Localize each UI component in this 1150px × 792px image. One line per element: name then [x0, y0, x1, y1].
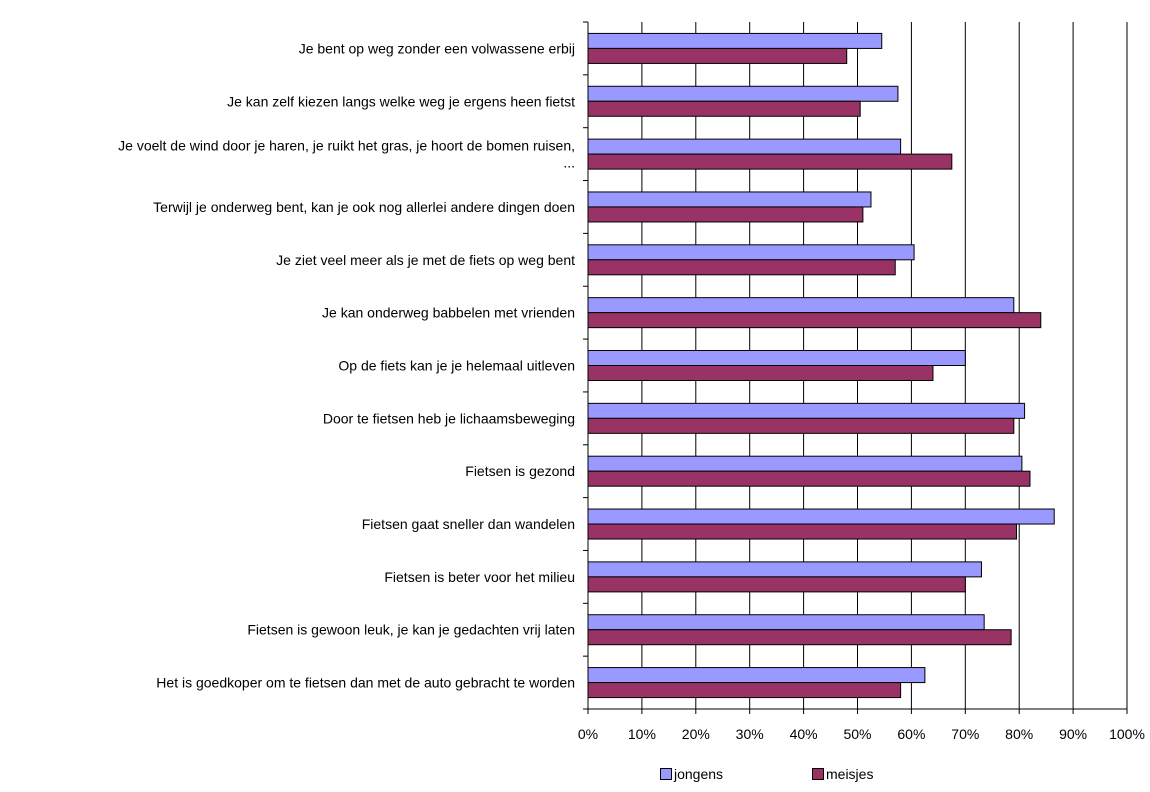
bar-meisjes: [587, 206, 864, 223]
legend-swatch-meisjes: [812, 768, 824, 780]
x-tick-label: 70%: [951, 726, 979, 742]
legend-label-jongens: jongens: [674, 766, 724, 782]
bar-meisjes: [587, 417, 1015, 434]
bar-meisjes: [587, 47, 848, 64]
bar-jongens: [587, 138, 902, 155]
bar-meisjes: [587, 100, 861, 117]
bar-jongens: [587, 614, 985, 631]
category-label: Je ziet veel meer als je met de fiets op…: [276, 252, 575, 268]
bar-meisjes: [587, 523, 1018, 540]
bar-jongens: [587, 508, 1055, 525]
x-tick-label: 10%: [628, 726, 656, 742]
legend-item-meisjes: meisjes: [812, 766, 873, 782]
category-label: Het is goedkoper om te fietsen dan met d…: [156, 675, 575, 691]
bar-meisjes: [587, 153, 953, 170]
bar-jongens: [587, 85, 899, 102]
bar-jongens: [587, 561, 982, 578]
bar-meisjes: [587, 365, 934, 381]
x-tick-label: 20%: [682, 726, 710, 742]
bar-jongens: [587, 667, 926, 684]
bar-jongens: [587, 32, 883, 49]
bar-jongens: [587, 350, 966, 366]
bar-jongens: [587, 402, 1026, 419]
bar-jongens: [587, 297, 1015, 314]
bar-meisjes: [587, 629, 1012, 646]
category-label: Je voelt de wind door je haren, je ruikt…: [118, 138, 575, 154]
category-label: ...: [563, 155, 575, 171]
bar-jongens: [587, 455, 1023, 472]
legend-item-jongens: jongens: [660, 766, 723, 782]
category-label: Je kan onderweg babbelen met vrienden: [322, 305, 575, 321]
category-label: Fietsen is beter voor het milieu: [384, 569, 575, 585]
bar-jongens: [587, 244, 915, 261]
legend: jongens meisjes: [0, 766, 1150, 786]
bar-jongens: [587, 191, 872, 208]
x-tick-label: 100%: [1109, 726, 1145, 742]
x-tick-label: 0%: [578, 726, 598, 742]
x-tick-label: 60%: [897, 726, 925, 742]
category-label: Op de fiets kan je je helemaal uitleven: [338, 358, 575, 374]
category-label: Door te fietsen heb je lichaamsbeweging: [323, 410, 575, 426]
bar-meisjes: [587, 312, 1042, 329]
x-tick-label: 30%: [736, 726, 764, 742]
category-label: Je bent op weg zonder een volwassene erb…: [299, 40, 575, 56]
bar-meisjes: [587, 259, 896, 276]
bar-meisjes: [587, 576, 966, 593]
category-label: Fietsen gaat sneller dan wandelen: [362, 516, 575, 532]
legend-label-meisjes: meisjes: [826, 766, 874, 782]
category-label: Fietsen is gezond: [465, 463, 575, 479]
category-label: Je kan zelf kiezen langs welke weg je er…: [227, 93, 575, 109]
category-label: Fietsen is gewoon leuk, je kan je gedach…: [247, 622, 575, 638]
x-tick-label: 80%: [1005, 726, 1033, 742]
legend-swatch-jongens: [660, 768, 672, 780]
x-tick-label: 90%: [1059, 726, 1087, 742]
bar-meisjes: [587, 470, 1031, 487]
bar-meisjes: [587, 682, 902, 699]
x-tick-label: 50%: [843, 726, 871, 742]
x-tick-label: 40%: [790, 726, 818, 742]
category-label: Terwijl je onderweg bent, kan je ook nog…: [153, 199, 575, 215]
